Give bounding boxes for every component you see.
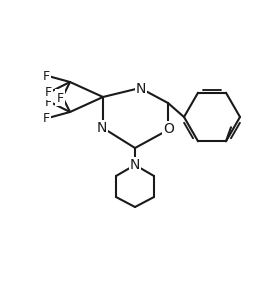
- Text: O: O: [164, 122, 175, 136]
- Text: F: F: [44, 85, 51, 99]
- Text: N: N: [136, 82, 146, 96]
- Text: N: N: [130, 158, 140, 172]
- Text: F: F: [44, 96, 51, 108]
- Text: F: F: [56, 90, 64, 103]
- Text: F: F: [43, 69, 50, 83]
- Text: N: N: [97, 121, 107, 135]
- Text: F: F: [43, 112, 50, 124]
- Text: F: F: [56, 92, 64, 105]
